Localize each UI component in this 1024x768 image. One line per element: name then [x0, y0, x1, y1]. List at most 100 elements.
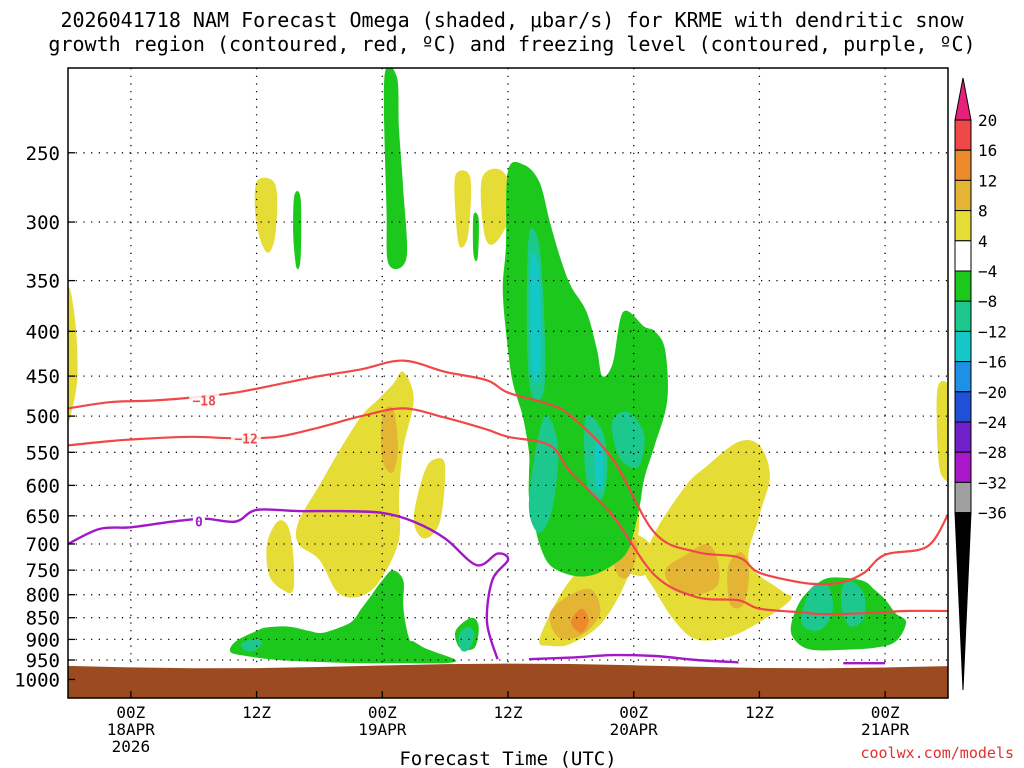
- x-tick-label-30-0: 00Z: [368, 703, 397, 722]
- contour-label-dgz-minus12: −12: [234, 432, 257, 447]
- y-tick-label-950: 950: [26, 650, 60, 672]
- colorbar-segment-10: [954, 391, 972, 423]
- x-tick-label-78-0: 00Z: [871, 703, 900, 722]
- colorbar-label-10: −24: [978, 413, 1007, 432]
- omega-region-0: [68, 287, 78, 422]
- x-tick-label-6-1: 18APR: [107, 720, 156, 739]
- colorbar-segment-7: [954, 300, 972, 332]
- x-tick-label-30-1: 19APR: [358, 720, 407, 739]
- colorbar-label-1: 16: [978, 141, 997, 160]
- y-tick-label-400: 400: [26, 321, 60, 343]
- colorbar-segment-2: [954, 149, 972, 181]
- y-tick-label-600: 600: [26, 475, 60, 497]
- ground-surface: [68, 663, 948, 698]
- x-tick-label-6-0: 00Z: [116, 703, 145, 722]
- colorbar-label-12: −32: [978, 473, 1007, 492]
- omega-region-19: [472, 212, 479, 262]
- x-tick-label-42-0: 12Z: [494, 703, 523, 722]
- omega-region-3: [480, 168, 515, 245]
- freezing-label-bg: [192, 513, 205, 529]
- colorbar-segment-3: [954, 179, 972, 212]
- omega-region-28: [801, 582, 833, 631]
- colorbar-label-4: 4: [978, 232, 988, 251]
- y-tick-label-1000: 1000: [14, 669, 60, 691]
- omega-region-4: [266, 520, 295, 594]
- omega-region-12: [549, 588, 601, 640]
- colorbar-segment-1: [954, 119, 972, 151]
- colorbar-bottom-arrow: [954, 512, 972, 691]
- omega-region-32: [530, 252, 541, 383]
- y-tick-label-750: 750: [26, 560, 60, 582]
- colorbar-segment-8: [954, 330, 972, 363]
- colorbar-label-3: 8: [978, 202, 988, 221]
- colorbar-label-11: −28: [978, 443, 1007, 462]
- colorbar-label-9: −20: [978, 383, 1007, 402]
- chart-title-line1: 2026041718 NAM Forecast Omega (shaded, μ…: [60, 8, 964, 32]
- ground-layer: [68, 663, 948, 698]
- colorbar-label-0: 20: [978, 111, 997, 130]
- y-tick-label-300: 300: [26, 212, 60, 234]
- contours: −18 −12 0: [68, 359, 948, 665]
- colorbar-segment-6: [954, 270, 972, 302]
- colorbar-label-7: −12: [978, 322, 1007, 341]
- source-credit[interactable]: coolwx.com/models: [860, 744, 1014, 762]
- contour-dgz-minus18: [68, 359, 948, 586]
- omega-region-21: [229, 570, 457, 664]
- colorbar-segment-5: [954, 240, 972, 272]
- y-tick-label-250: 250: [26, 143, 60, 165]
- omega-region-2: [454, 170, 472, 248]
- omega-region-29: [840, 581, 866, 627]
- y-tick-label-800: 800: [26, 585, 60, 607]
- omega-region-10: [936, 380, 948, 482]
- omega-region-16: [570, 608, 589, 634]
- contour-label-dgz-minus18: −18: [192, 395, 216, 410]
- colorbar-label-8: −16: [978, 353, 1007, 372]
- y-axis: 2503003504004505005506006507007508008509…: [14, 143, 75, 691]
- y-tick-label-850: 850: [26, 608, 60, 630]
- colorbar-segment-12: [954, 451, 972, 483]
- x-tick-label-78-1: 21APR: [861, 720, 910, 739]
- colorbar-segment-9: [954, 361, 972, 393]
- omega-shading: [68, 68, 948, 664]
- omega-region-25: [528, 415, 559, 533]
- omega-region-30: [240, 639, 262, 652]
- omega-region-14: [664, 543, 720, 595]
- x-tick-label-66-0: 12Z: [745, 703, 774, 722]
- x-tick-label-54-0: 00Z: [619, 703, 648, 722]
- x-tick-label-18-0: 12Z: [242, 703, 271, 722]
- y-tick-label-350: 350: [26, 271, 60, 293]
- x-tick-label-6-2: 2026: [112, 737, 151, 756]
- omega-region-27: [611, 411, 645, 468]
- y-tick-label-550: 550: [26, 442, 60, 464]
- colorbar-top-arrow: [954, 77, 972, 121]
- colorbar-segment-4: [954, 210, 972, 242]
- y-tick-label-700: 700: [26, 534, 60, 556]
- colorbar-label-2: 12: [978, 171, 997, 190]
- omega-region-18: [293, 190, 302, 270]
- omega-region-31: [458, 626, 475, 652]
- freezing-level-label: 0: [195, 516, 203, 531]
- omega-region-11: [380, 406, 398, 473]
- omega-region-15: [727, 551, 750, 609]
- colorbar-label-13: −36: [978, 504, 1007, 523]
- x-axis-label: Forecast Time (UTC): [399, 748, 616, 768]
- y-tick-label-500: 500: [26, 406, 60, 428]
- y-tick-label-450: 450: [26, 366, 60, 388]
- y-tick-label-900: 900: [26, 629, 60, 651]
- omega-region-1: [254, 177, 278, 253]
- contour-label-bg-dgz-minus18: [189, 392, 220, 408]
- colorbar-label-6: −8: [978, 292, 997, 311]
- colorbar: 20 16 12 8 4 −4 −8 −12 −16 −20 −24 −28 −32 −36: [954, 77, 1007, 691]
- omega-region-33: [594, 442, 604, 491]
- colorbar-label-5: −4: [978, 262, 997, 281]
- freezing-level-contour-0: [68, 508, 510, 660]
- colorbar-segment-13: [954, 481, 972, 514]
- chart-title-line2: growth region (contoured, red, ºC) and f…: [48, 32, 976, 56]
- y-tick-label-650: 650: [26, 506, 60, 528]
- omega-region-17: [383, 68, 408, 270]
- colorbar-segment-11: [954, 421, 972, 453]
- x-tick-label-54-1: 20APR: [610, 720, 659, 739]
- freezing-level-contour-1: [528, 653, 739, 664]
